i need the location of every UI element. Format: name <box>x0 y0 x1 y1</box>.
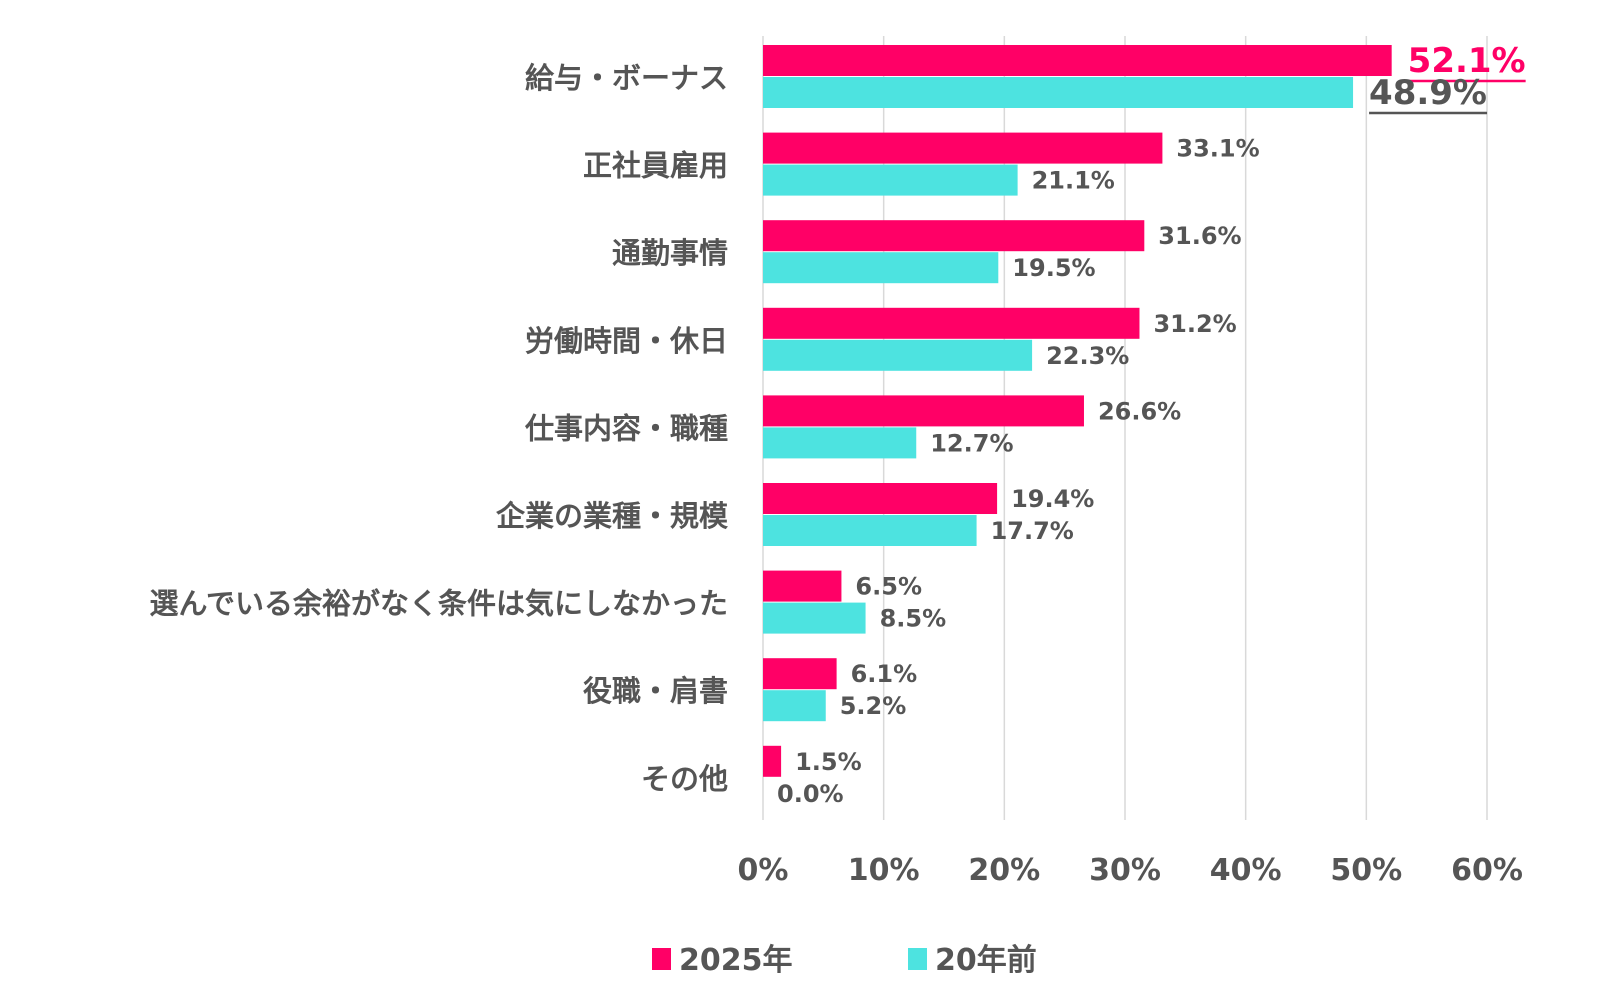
bar-2025 <box>763 570 842 602</box>
category-label: 選んでいる余裕がなく条件は気にしなかった <box>149 587 728 621</box>
bar-2025 <box>763 45 1392 76</box>
data-label: 1.5% <box>795 748 862 776</box>
bar-2025 <box>763 395 1084 427</box>
category-labels: 給与・ボーナス正社員雇用通勤事情労働時間・休日仕事内容・職種企業の業種・規模選ん… <box>149 61 729 796</box>
legend-label: 20年前 <box>935 943 1037 978</box>
bar-2025 <box>763 132 1163 164</box>
legend-label: 2025年 <box>679 943 793 978</box>
data-label: 19.4% <box>1011 485 1094 513</box>
category-label: 仕事内容・職種 <box>524 411 728 445</box>
bars <box>763 45 1392 777</box>
bar-20-years-ago <box>763 77 1354 108</box>
bar-20-years-ago <box>763 515 977 546</box>
data-label: 48.9% <box>1369 73 1487 113</box>
legend-swatch <box>908 948 927 970</box>
bar-2025 <box>763 745 782 777</box>
data-label: 6.1% <box>851 660 918 688</box>
bar-20-years-ago <box>763 252 999 284</box>
value-labels: 52.1% 33.1% 31.6% 31.2% 26.6% 19.4% 6.5% 6.1% 1.… <box>777 41 1526 808</box>
data-label: 21.1% <box>1032 167 1115 195</box>
data-label: 33.1% <box>1176 135 1259 163</box>
category-label: 企業の業種・規模 <box>496 499 729 533</box>
data-label: 22.3% <box>1046 342 1129 370</box>
x-tick-label: 40% <box>1210 853 1282 888</box>
bar-2025 <box>763 220 1145 252</box>
data-label: 8.5% <box>880 605 947 633</box>
bar-20-years-ago <box>763 339 1033 371</box>
category-label: 役職・肩書 <box>583 674 728 708</box>
legend-swatch <box>652 948 671 970</box>
bar-20-years-ago <box>763 164 1018 196</box>
category-label: 労働時間・休日 <box>525 324 728 358</box>
data-label: 52.1% <box>1408 41 1526 81</box>
x-tick-label: 20% <box>968 853 1040 888</box>
data-label: 26.6% <box>1098 397 1181 425</box>
legend: 2025年 20年前 <box>652 943 1037 978</box>
x-axis-ticks: 0% 10% 20% 30% 40% 50% 60% <box>738 853 1523 888</box>
category-label: 正社員雇用 <box>583 149 728 183</box>
category-label: その他 <box>641 762 728 796</box>
x-tick-label: 30% <box>1089 853 1161 888</box>
data-label: 31.6% <box>1158 222 1241 250</box>
x-tick-label: 10% <box>848 853 920 888</box>
data-label: 0.0% <box>777 780 844 808</box>
x-tick-label: 50% <box>1330 853 1402 888</box>
bar-20-years-ago <box>763 427 917 459</box>
x-tick-label: 60% <box>1451 853 1523 888</box>
x-tick-label: 0% <box>738 853 789 888</box>
category-label: 通勤事情 <box>612 236 728 270</box>
bar-20-years-ago <box>763 690 826 722</box>
bar-2025 <box>763 307 1140 339</box>
data-label: 6.5% <box>855 573 922 601</box>
bar-20-years-ago <box>763 602 866 634</box>
data-label: 17.7% <box>991 517 1074 545</box>
bar-2025 <box>763 483 998 514</box>
category-label: 給与・ボーナス <box>525 61 728 95</box>
data-label: 31.2% <box>1153 310 1236 338</box>
data-label: 19.5% <box>1012 254 1095 282</box>
bar-2025 <box>763 658 837 690</box>
data-label: 5.2% <box>840 692 907 720</box>
data-label: 12.7% <box>930 429 1013 457</box>
